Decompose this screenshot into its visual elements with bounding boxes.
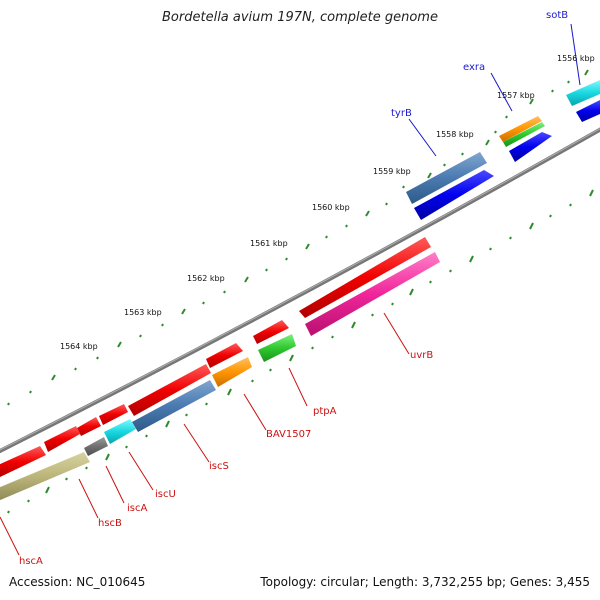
kbp-label-1563: 1563 kbp xyxy=(124,308,162,317)
gene-label-hscA[interactable]: hscA xyxy=(19,556,43,567)
gene-arrow-iscS-red[interactable] xyxy=(128,364,211,416)
gene-labels: sotB exra tyrB uvrB ptpA BAV1507 iscS is… xyxy=(19,10,568,567)
kbp-label-1556: 1556 kbp xyxy=(557,54,595,63)
kbp-label-1560: 1560 kbp xyxy=(312,203,350,212)
gene-label-sotB[interactable]: sotB xyxy=(546,10,568,21)
gene-label-iscA[interactable]: iscA xyxy=(127,503,147,514)
gene-arrow-blue-small[interactable] xyxy=(509,132,552,162)
genome-summary-text: Topology: circular; Length: 3,732,255 bp… xyxy=(260,575,590,589)
gene-arrow-red-long[interactable] xyxy=(299,237,431,318)
accession-text: Accession: NC_010645 xyxy=(9,575,146,589)
gene-arrow-sotB-blue[interactable] xyxy=(576,100,600,122)
map-title: Bordetella avium 197N, complete genome xyxy=(162,10,438,25)
gene-arrow-iscS[interactable] xyxy=(132,380,216,432)
kbp-label-1557: 1557 kbp xyxy=(497,91,535,100)
forward-genes xyxy=(406,80,600,220)
gene-label-hscB[interactable]: hscB xyxy=(98,518,122,529)
gene-arrow-blue-long[interactable] xyxy=(414,170,494,220)
gene-arrow-sotB[interactable] xyxy=(566,80,600,106)
gene-arrow-hscA[interactable] xyxy=(0,452,90,501)
gene-arrow-red-iscU[interactable] xyxy=(99,404,128,425)
gene-arrow-exra[interactable] xyxy=(499,116,542,142)
kbp-label-1564: 1564 kbp xyxy=(60,342,98,351)
gene-arrow-BAV1507[interactable] xyxy=(212,357,252,387)
kbp-label-1562: 1562 kbp xyxy=(187,274,225,283)
inner-tick-ring xyxy=(7,189,594,514)
genome-backbone xyxy=(0,127,600,454)
gene-arrow-red-hscA[interactable] xyxy=(0,446,46,478)
gene-arrow-red-mid[interactable] xyxy=(253,320,289,344)
gene-label-BAV1507[interactable]: BAV1507 xyxy=(266,429,311,440)
gene-arrow-tyrB[interactable] xyxy=(406,152,487,204)
leader-lines xyxy=(0,23,581,556)
gene-arrow-red-iscA[interactable] xyxy=(77,417,101,436)
gene-arrow-red-hscB[interactable] xyxy=(44,426,80,452)
gene-label-tyrB[interactable]: tyrB xyxy=(391,108,412,119)
gene-arrow-hscB[interactable] xyxy=(84,437,108,456)
gene-arrow-red-short[interactable] xyxy=(206,343,243,368)
gene-label-ptpA[interactable]: ptpA xyxy=(313,406,337,417)
outer-tick-ring xyxy=(7,69,589,406)
kbp-label-1558: 1558 kbp xyxy=(436,130,474,139)
backbone-highlight xyxy=(0,128,600,451)
gene-label-uvrB[interactable]: uvrB xyxy=(410,350,433,361)
gene-label-iscS[interactable]: iscS xyxy=(209,461,229,472)
kbp-labels: 1556 kbp 1557 kbp 1558 kbp 1559 kbp 1560… xyxy=(60,54,595,351)
gene-arrow-iscU[interactable] xyxy=(104,419,136,444)
gene-arrow-uvrB[interactable] xyxy=(305,252,440,336)
gene-arrow-exra-green[interactable] xyxy=(503,122,545,147)
gene-label-exra[interactable]: exra xyxy=(463,62,485,73)
gene-label-iscU[interactable]: iscU xyxy=(155,489,176,500)
kbp-label-1559: 1559 kbp xyxy=(373,167,411,176)
gene-arrow-ptpA[interactable] xyxy=(258,334,296,362)
reverse-genes xyxy=(0,237,440,501)
kbp-label-1561: 1561 kbp xyxy=(250,239,288,248)
